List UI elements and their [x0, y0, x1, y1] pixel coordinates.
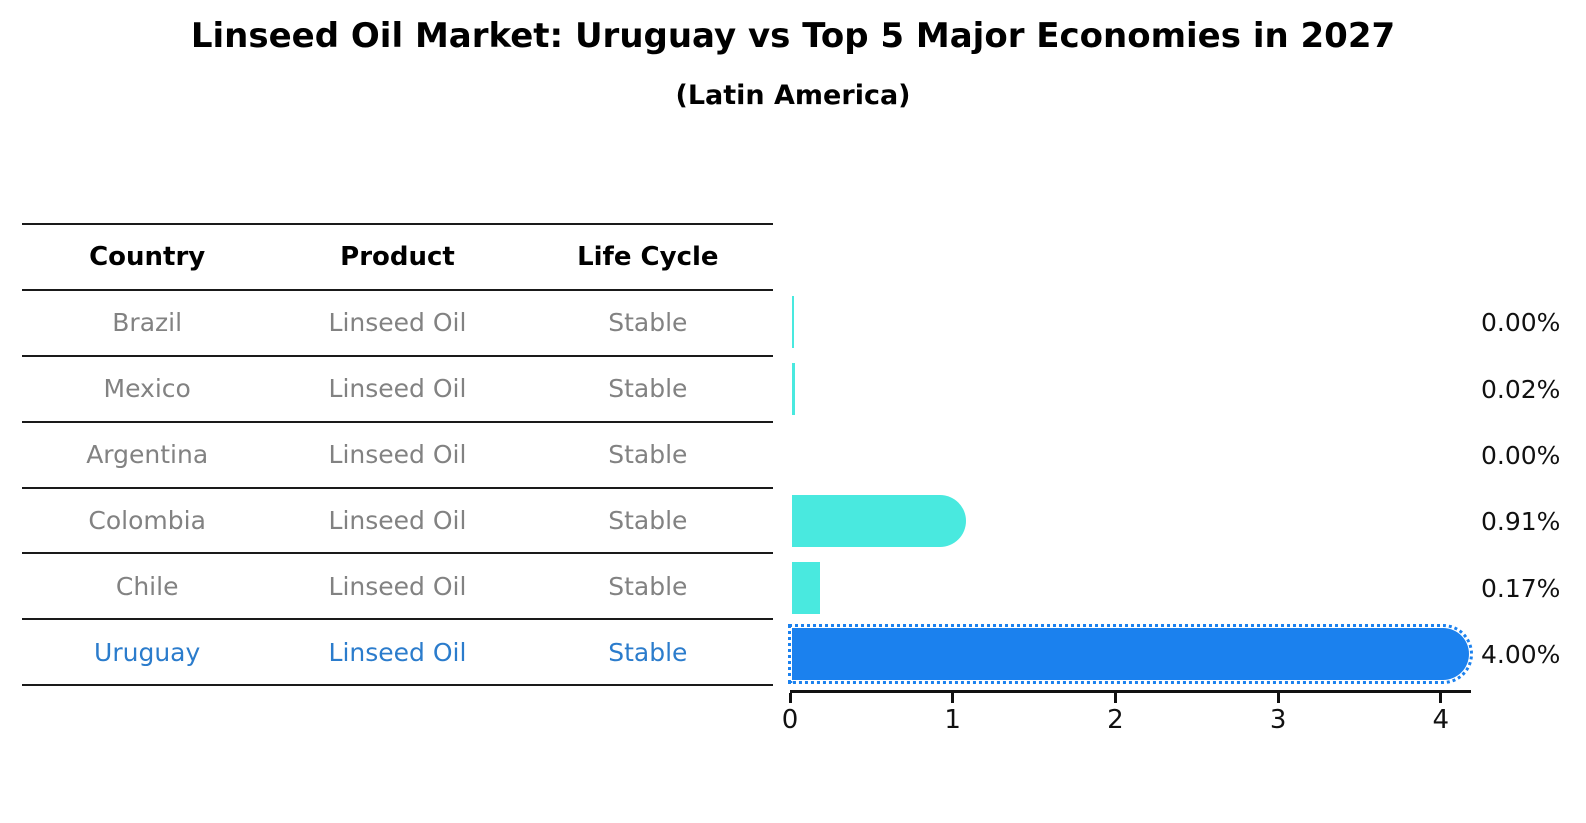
country-table: Country Product Life Cycle Brazil Linseed O… [22, 223, 773, 687]
table-cell-life-cycle: Stable [608, 440, 688, 470]
value-label-uruguay: 4.00% [1481, 640, 1561, 670]
x-tick-label: 3 [1269, 705, 1287, 735]
table-cell-country: Colombia [88, 506, 206, 535]
bar-colombia [792, 495, 967, 548]
table-cell-life-cycle: Stable [608, 637, 688, 667]
table-row-mexico: Mexico Linseed Oil Stable [22, 357, 773, 423]
table-header-row: Country Product Life Cycle [22, 225, 773, 291]
table-cell-product: Linseed Oil [328, 571, 467, 601]
table-cell-life-cycle: Stable [608, 308, 688, 338]
x-tick-mark [1276, 693, 1280, 703]
table-row-argentina: Argentina Linseed Oil Stable [22, 423, 773, 489]
table-row-uruguay: Uruguay Linseed Oil Stable [22, 620, 773, 687]
table-row-colombia: Colombia Linseed Oil Stable [22, 489, 773, 555]
x-tick-label: 1 [944, 705, 961, 735]
value-label-colombia: 0.91% [1481, 507, 1561, 537]
table-cell-country: Uruguay [94, 637, 201, 667]
table-row-chile: Chile Linseed Oil Stable [22, 554, 773, 621]
table-cell-country: Brazil [112, 308, 183, 338]
x-tick-mark [1439, 693, 1443, 703]
table-header-cell: Life Cycle [577, 241, 719, 272]
table-cell-life-cycle: Stable [608, 506, 688, 535]
table-header-cell: Country [89, 241, 206, 272]
x-tick-mark [788, 693, 792, 703]
x-axis [790, 690, 1471, 693]
value-label-argentina: 0.00% [1481, 441, 1561, 470]
table-cell-product: Linseed Oil [328, 308, 467, 338]
table-cell-product: Linseed Oil [328, 637, 467, 667]
table-cell-product: Linseed Oil [328, 506, 467, 535]
table-body: Brazil Linseed Oil Stable Mexico Linseed Oil… [22, 291, 773, 687]
x-tick-mark [1113, 693, 1117, 703]
table-header-cell: Product [340, 241, 455, 272]
table-cell-life-cycle: Stable [608, 571, 688, 601]
table-cell-life-cycle: Stable [608, 374, 688, 404]
x-tick-label: 0 [781, 705, 799, 735]
x-tick-label: 2 [1107, 705, 1124, 735]
bar-mexico [792, 362, 796, 415]
value-label-brazil: 0.00% [1481, 308, 1561, 338]
table-cell-country: Chile [115, 571, 179, 601]
x-tick-mark [951, 693, 955, 703]
table-cell-product: Linseed Oil [328, 440, 467, 470]
table-cell-country: Mexico [103, 374, 191, 404]
bar-uruguay [788, 624, 1473, 685]
table-cell-product: Linseed Oil [328, 374, 467, 404]
table-row-brazil: Brazil Linseed Oil Stable [22, 291, 773, 357]
chart-title: Linseed Oil Market: Uruguay vs Top 5 Maj… [190, 16, 1396, 56]
x-tick-label: 4 [1432, 705, 1450, 735]
chart-subtitle: (Latin America) [675, 80, 911, 111]
value-label-chile: 0.17% [1481, 573, 1561, 603]
table-cell-country: Argentina [86, 440, 209, 470]
bar-chile [792, 561, 820, 614]
bar-brazil [792, 296, 794, 349]
value-label-mexico: 0.02% [1481, 374, 1561, 404]
